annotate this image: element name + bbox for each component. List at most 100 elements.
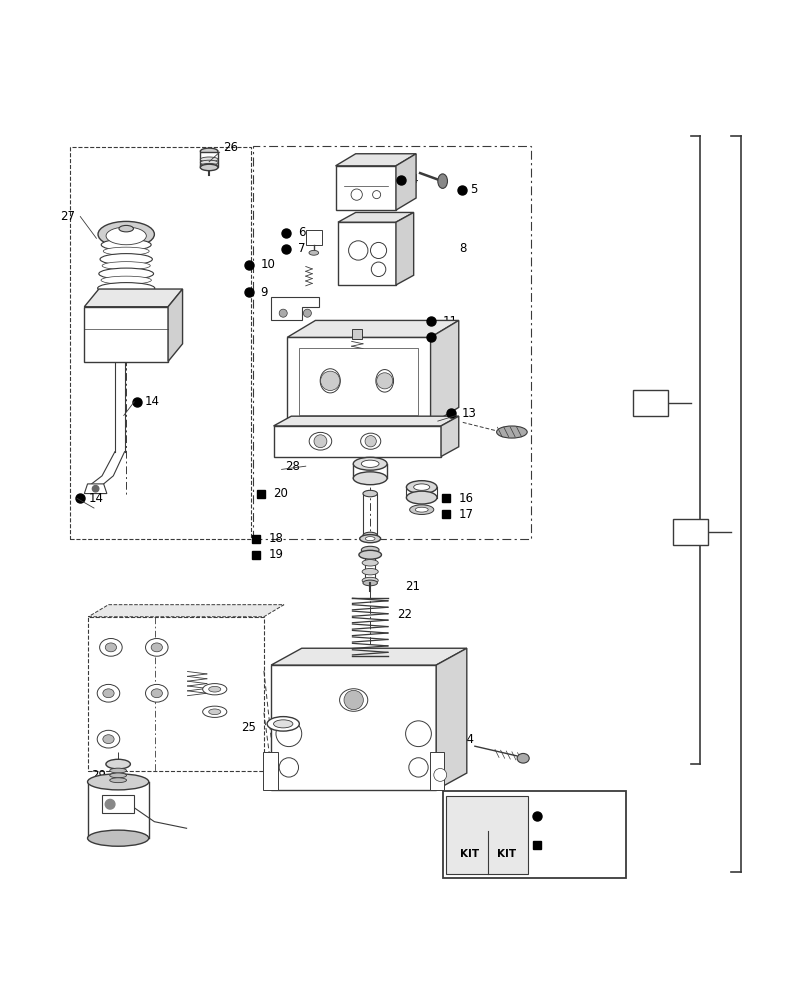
Bar	[335, 166, 396, 210]
Circle shape	[348, 241, 368, 260]
Polygon shape	[88, 605, 284, 617]
Circle shape	[314, 435, 327, 448]
Ellipse shape	[105, 643, 116, 652]
Circle shape	[276, 721, 301, 747]
Ellipse shape	[517, 753, 529, 763]
Ellipse shape	[362, 577, 378, 584]
Ellipse shape	[103, 247, 149, 255]
Ellipse shape	[309, 250, 318, 255]
Text: 19: 19	[269, 548, 284, 561]
Ellipse shape	[119, 225, 133, 232]
Polygon shape	[168, 289, 183, 362]
Circle shape	[372, 191, 381, 199]
Polygon shape	[335, 154, 416, 166]
Circle shape	[105, 799, 115, 809]
Ellipse shape	[151, 643, 162, 652]
Ellipse shape	[101, 276, 151, 284]
Ellipse shape	[359, 550, 381, 559]
Text: 16: 16	[459, 492, 473, 505]
Ellipse shape	[98, 221, 154, 247]
Text: = 15: = 15	[547, 839, 575, 852]
Polygon shape	[338, 212, 414, 222]
Ellipse shape	[97, 684, 120, 702]
Bar	[69, 147, 251, 539]
Ellipse shape	[97, 730, 120, 748]
Ellipse shape	[110, 768, 127, 773]
Text: 28: 28	[285, 460, 300, 473]
Ellipse shape	[365, 537, 375, 541]
Ellipse shape	[145, 684, 168, 702]
Text: 6: 6	[297, 226, 305, 239]
Polygon shape	[84, 289, 183, 307]
Text: 21: 21	[406, 580, 421, 593]
Ellipse shape	[200, 148, 218, 155]
Bar	[287, 337, 431, 424]
Text: 9: 9	[261, 286, 268, 299]
Bar	[446, 796, 528, 874]
Ellipse shape	[362, 560, 378, 566]
Circle shape	[280, 309, 287, 317]
Ellipse shape	[376, 370, 393, 392]
Ellipse shape	[410, 505, 434, 514]
Bar	[253, 146, 531, 539]
Ellipse shape	[203, 684, 227, 695]
Polygon shape	[84, 484, 107, 494]
Text: 11: 11	[443, 315, 457, 328]
Ellipse shape	[87, 774, 149, 790]
Bar	[443, 791, 626, 878]
Text: KIT: KIT	[460, 849, 478, 859]
Circle shape	[372, 262, 385, 277]
Polygon shape	[431, 320, 459, 424]
Circle shape	[434, 768, 447, 781]
Text: 8: 8	[459, 242, 466, 255]
Ellipse shape	[414, 484, 430, 490]
Circle shape	[409, 758, 428, 777]
Ellipse shape	[101, 239, 151, 250]
Ellipse shape	[360, 433, 381, 449]
Bar	[299, 348, 419, 415]
Ellipse shape	[406, 491, 437, 504]
Polygon shape	[396, 154, 416, 210]
Circle shape	[377, 373, 393, 389]
Text: 10: 10	[261, 258, 276, 271]
Polygon shape	[287, 320, 459, 337]
Text: 14: 14	[145, 395, 160, 408]
Ellipse shape	[99, 638, 122, 656]
Ellipse shape	[103, 689, 114, 698]
Bar	[263, 752, 278, 790]
Ellipse shape	[208, 686, 221, 692]
Ellipse shape	[103, 735, 114, 744]
Text: 29: 29	[91, 769, 107, 782]
Ellipse shape	[99, 268, 154, 279]
Ellipse shape	[102, 262, 150, 270]
FancyBboxPatch shape	[633, 390, 668, 416]
Ellipse shape	[438, 174, 448, 188]
Circle shape	[351, 189, 362, 200]
Text: KIT: KIT	[498, 849, 516, 859]
Text: 27: 27	[60, 210, 75, 223]
Ellipse shape	[360, 535, 381, 543]
Ellipse shape	[361, 546, 379, 554]
Ellipse shape	[87, 830, 149, 846]
Ellipse shape	[497, 426, 527, 438]
Bar	[338, 222, 396, 285]
Ellipse shape	[353, 457, 387, 470]
Polygon shape	[271, 648, 467, 665]
Ellipse shape	[274, 720, 292, 728]
Text: 20: 20	[274, 487, 288, 500]
Text: 24: 24	[459, 733, 473, 746]
Bar	[102, 795, 134, 813]
Circle shape	[280, 758, 298, 777]
Circle shape	[303, 309, 311, 317]
Text: 7: 7	[297, 242, 305, 255]
Ellipse shape	[309, 432, 332, 450]
Ellipse shape	[339, 689, 368, 711]
Text: 26: 26	[223, 141, 238, 154]
Circle shape	[365, 436, 377, 447]
Ellipse shape	[363, 490, 377, 497]
Ellipse shape	[353, 472, 387, 485]
Bar	[84, 307, 168, 362]
Ellipse shape	[406, 481, 437, 494]
Ellipse shape	[106, 227, 146, 245]
Circle shape	[92, 486, 99, 492]
